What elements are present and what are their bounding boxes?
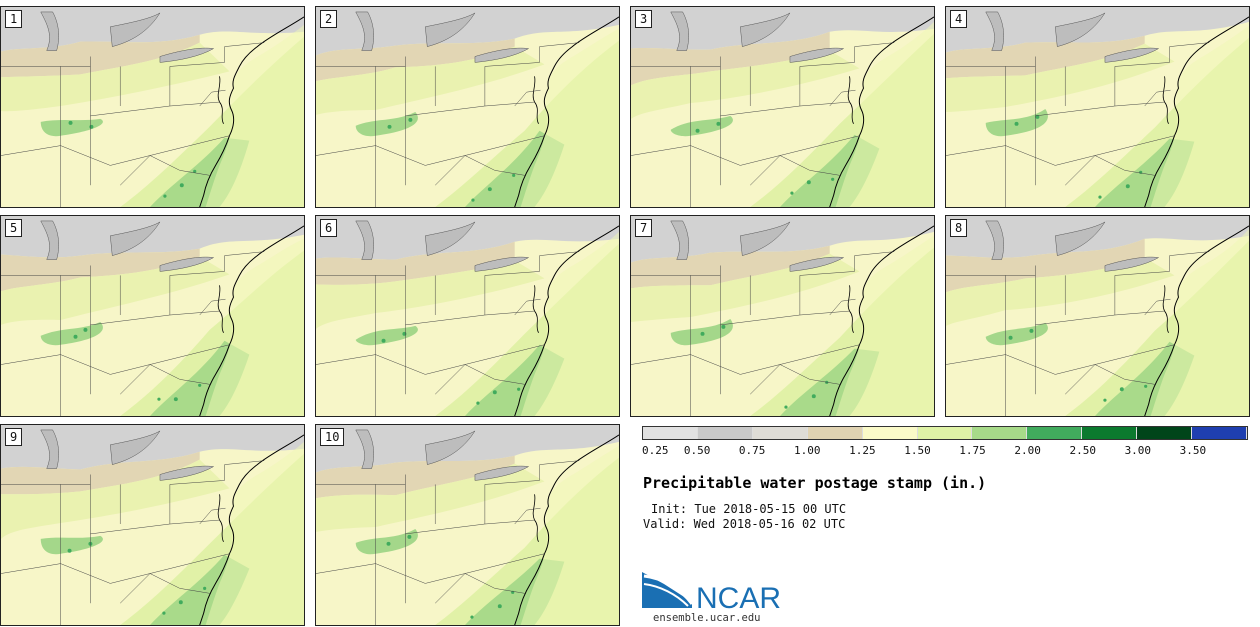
colorbar-tick-label: 2.00 (1014, 444, 1041, 457)
colorbar-ticks: 0.25 0.50 0.75 1.00 1.25 1.50 1.75 2.00 2.50 3.00… (642, 444, 1248, 458)
member-panel-1: 1 (0, 6, 305, 208)
colorbar-tick-label: 0.50 (683, 444, 711, 457)
colorbar-tick-label: 1.00 (794, 444, 821, 457)
colorbar-segment (752, 427, 808, 439)
colorbar-segment (643, 427, 698, 439)
colorbar-segment (862, 427, 918, 439)
member-label: 6 (320, 219, 338, 237)
logo-text: NCAR (696, 582, 781, 614)
valid-time: Valid: Wed 2018-05-16 02 UTC (643, 517, 846, 531)
colorbar-tick-label: 3.00 (1124, 444, 1152, 457)
colorbar-segment (972, 427, 1028, 439)
colorbar-tick-label: 1.75 (959, 444, 986, 457)
member-panel-9: 9 (0, 424, 305, 626)
colorbar-tick-label: 1.50 (904, 444, 931, 457)
colorbar-segment (697, 427, 753, 439)
member-panel-3: 3 (630, 6, 935, 208)
member-panel-8: 8 (945, 215, 1250, 417)
member-panel-7: 7 (630, 215, 935, 417)
colorbar-segment (807, 427, 863, 439)
logo-url: ensemble.ucar.edu (653, 612, 761, 624)
colorbar (642, 426, 1248, 440)
colorbar-tick-label: 2.50 (1069, 444, 1096, 457)
member-panel-2: 2 (315, 6, 620, 208)
colorbar-segment (1137, 427, 1193, 439)
colorbar-tick-label: 0.75 (738, 444, 766, 457)
ncar-logo: NCAR (642, 570, 792, 615)
member-panel-4: 4 (945, 6, 1250, 208)
member-label: 4 (950, 10, 968, 28)
member-label: 2 (320, 10, 338, 28)
member-panel-10: 10 (315, 424, 620, 626)
member-label: 10 (320, 428, 345, 446)
member-label: 9 (5, 428, 23, 446)
member-label: 7 (635, 219, 653, 237)
init-time: Init: Tue 2018-05-15 00 UTC (651, 502, 847, 516)
member-panel-6: 6 (315, 215, 620, 417)
member-label: 3 (635, 10, 653, 28)
colorbar-segment (1082, 427, 1138, 439)
colorbar-segment (1027, 427, 1083, 439)
member-label: 5 (5, 219, 23, 237)
member-label: 1 (5, 10, 23, 28)
colorbar-tick-label: 1.25 (849, 444, 876, 457)
member-label: 8 (950, 219, 968, 237)
chart-title: Precipitable water postage stamp (in.) (643, 474, 987, 492)
colorbar-tick-label: 3.50 (1179, 444, 1207, 457)
colorbar-segment (917, 427, 973, 439)
colorbar-tick-label: 0.25 (642, 444, 669, 457)
colorbar-segment (1192, 427, 1247, 439)
member-panel-5: 5 (0, 215, 305, 417)
